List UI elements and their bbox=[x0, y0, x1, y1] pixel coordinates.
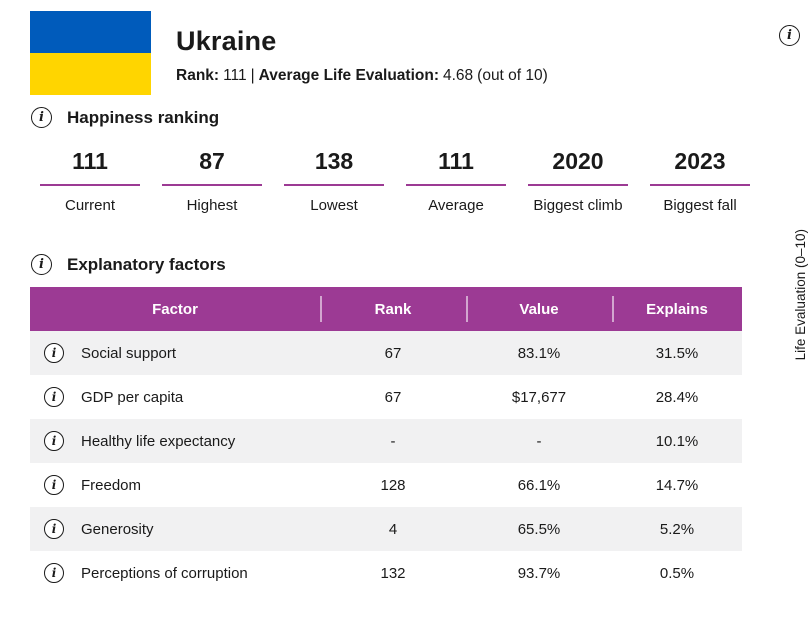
stat-underline bbox=[284, 184, 384, 186]
stat-label: Lowest bbox=[310, 197, 358, 214]
stat-biggest-climb: 2020 Biggest climb bbox=[526, 148, 630, 217]
stat-underline bbox=[406, 184, 506, 186]
stat-label: Biggest fall bbox=[663, 197, 737, 214]
stat-value: 111 bbox=[438, 148, 474, 174]
factor-name: Social support bbox=[81, 344, 177, 362]
explanatory-factors-header: i Explanatory factors bbox=[31, 254, 226, 275]
ukraine-flag bbox=[30, 11, 151, 95]
table-row: i GDP per capita 67 $17,677 28.4% bbox=[30, 375, 742, 419]
factors-table: Factor Rank Value Explains i Social supp… bbox=[30, 287, 742, 595]
factor-rank: 128 bbox=[380, 476, 406, 494]
stat-label: Average bbox=[428, 197, 484, 214]
factor-value: $17,677 bbox=[511, 388, 567, 406]
info-icon[interactable]: i bbox=[44, 475, 64, 495]
factor-name: Generosity bbox=[81, 520, 154, 538]
stat-underline bbox=[162, 184, 262, 186]
stat-average: 111 Average bbox=[404, 148, 508, 217]
factor-value: 65.5% bbox=[517, 520, 561, 538]
stat-underline bbox=[528, 184, 628, 186]
factor-rank: 132 bbox=[380, 564, 406, 582]
column-header-rank: Rank bbox=[320, 287, 466, 331]
stat-value: 2023 bbox=[674, 148, 726, 174]
info-icon[interactable]: i bbox=[44, 387, 64, 407]
factor-value: - bbox=[536, 432, 542, 450]
factor-rank: 67 bbox=[384, 344, 402, 362]
stat-underline bbox=[40, 184, 140, 186]
info-icon[interactable]: i bbox=[44, 519, 64, 539]
life-evaluation-axis-label: Life Evaluation (0–10) bbox=[793, 229, 808, 361]
stat-biggest-fall: 2023 Biggest fall bbox=[648, 148, 752, 217]
column-header-explains: Explains bbox=[612, 287, 742, 331]
page-title: Ukraine bbox=[176, 26, 277, 56]
table-row: i Social support 67 83.1% 31.5% bbox=[30, 331, 742, 375]
column-header-factor: Factor bbox=[152, 300, 198, 318]
stat-label: Biggest climb bbox=[533, 197, 623, 214]
stat-value: 2020 bbox=[552, 148, 604, 174]
country-subtitle: Rank: 111 | Average Life Evaluation: 4.68 (ou… bbox=[176, 67, 552, 85]
info-icon[interactable]: i bbox=[44, 563, 64, 583]
table-row: i Healthy life expectancy - - 10.1% bbox=[30, 419, 742, 463]
factor-value: 93.7% bbox=[517, 564, 561, 582]
flag-blue-stripe bbox=[30, 11, 151, 53]
factor-explains: 10.1% bbox=[655, 432, 699, 450]
rank-label: Rank: bbox=[176, 67, 220, 84]
section-title-happiness-ranking: Happiness ranking bbox=[67, 107, 220, 127]
stat-lowest: 138 Lowest bbox=[282, 148, 386, 217]
stat-value: 111 bbox=[72, 148, 108, 174]
info-icon[interactable]: i bbox=[779, 25, 800, 46]
table-header-row: Factor Rank Value Explains bbox=[30, 287, 742, 331]
factor-name: Perceptions of corruption bbox=[81, 564, 248, 582]
table-row: i Generosity 4 65.5% 5.2% bbox=[30, 507, 742, 551]
factor-rank: 4 bbox=[388, 520, 398, 538]
factor-explains: 14.7% bbox=[655, 476, 699, 494]
stat-label: Current bbox=[64, 197, 116, 214]
factor-name: GDP per capita bbox=[81, 388, 184, 406]
factor-name: Healthy life expectancy bbox=[81, 432, 236, 450]
stat-label: Highest bbox=[186, 197, 238, 214]
flag-yellow-stripe bbox=[30, 53, 151, 95]
factor-explains: 0.5% bbox=[659, 564, 695, 582]
info-icon[interactable]: i bbox=[31, 107, 52, 128]
factor-rank: 67 bbox=[384, 388, 402, 406]
table-row: i Perceptions of corruption 132 93.7% 0.… bbox=[30, 551, 742, 595]
factor-explains: 5.2% bbox=[659, 520, 695, 538]
avg-life-eval-suffix: (out of 10) bbox=[477, 67, 548, 84]
happiness-ranking-header: i Happiness ranking bbox=[31, 107, 219, 128]
separator: | bbox=[250, 67, 255, 84]
stat-underline bbox=[650, 184, 750, 186]
stat-value: 138 bbox=[314, 148, 354, 174]
table-row: i Freedom 128 66.1% 14.7% bbox=[30, 463, 742, 507]
stat-current: 111 Current bbox=[38, 148, 142, 217]
stat-value: 87 bbox=[199, 148, 225, 174]
factor-name: Freedom bbox=[81, 476, 142, 494]
stat-highest: 87 Highest bbox=[160, 148, 264, 217]
factor-explains: 28.4% bbox=[655, 388, 699, 406]
rank-value: 111 bbox=[223, 67, 247, 84]
column-header-value: Value bbox=[466, 287, 612, 331]
section-title-explanatory-factors: Explanatory factors bbox=[67, 254, 226, 274]
info-icon[interactable]: i bbox=[44, 431, 64, 451]
avg-life-eval-value: 4.68 bbox=[442, 67, 474, 84]
factor-explains: 31.5% bbox=[655, 344, 699, 362]
factor-value: 66.1% bbox=[517, 476, 561, 494]
factor-rank: - bbox=[390, 432, 396, 450]
avg-life-eval-label: Average Life Evaluation: bbox=[258, 67, 439, 84]
info-icon[interactable]: i bbox=[44, 343, 64, 363]
factor-value: 83.1% bbox=[517, 344, 561, 362]
ranking-stats: 111 Current 87 Highest 138 Lowest 111 Av… bbox=[38, 148, 752, 217]
info-icon[interactable]: i bbox=[31, 254, 52, 275]
